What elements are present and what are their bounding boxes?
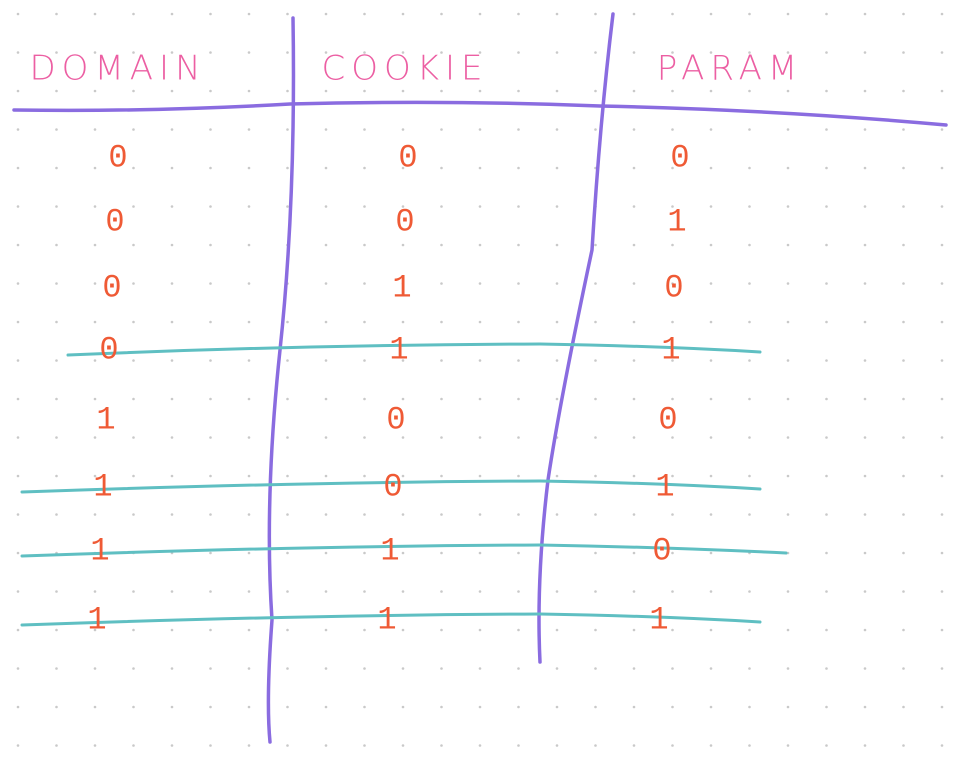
- cell-value: 1: [90, 532, 109, 569]
- strike-line: [20, 543, 788, 558]
- cell-value: 0: [99, 331, 118, 368]
- table-body: DOMAIN COOKIE PARAM 0 0 0 0 0 1 0 1 0 0 1 1 1 0 0 1 0 1 1 1 0 1 1…: [20, 49, 803, 638]
- cell-value: 0: [670, 139, 689, 176]
- cell-value: 1: [667, 203, 686, 240]
- strike-line: [20, 612, 762, 627]
- cell-value: 0: [108, 139, 127, 176]
- cell-value: 0: [105, 203, 124, 240]
- cell-value: 0: [658, 401, 677, 438]
- cell-value: 1: [655, 468, 674, 505]
- cell-value: 1: [661, 331, 680, 368]
- column-header: PARAM: [657, 49, 803, 89]
- column-rule: [537, 12, 615, 664]
- cell-value: 0: [395, 203, 414, 240]
- cell-value: 0: [398, 139, 417, 176]
- cell-value: 1: [87, 601, 106, 638]
- strike-line: [66, 342, 762, 357]
- column-rule: [266, 16, 296, 744]
- cell-value: 0: [664, 269, 683, 306]
- cell-value: 1: [93, 468, 112, 505]
- cell-value: 0: [652, 532, 671, 569]
- cell-value: 1: [380, 532, 399, 569]
- cell-value: 1: [96, 401, 115, 438]
- cell-value: 0: [383, 468, 402, 505]
- cell-value: 1: [389, 331, 408, 368]
- header-rule: [12, 100, 948, 127]
- cell-value: 1: [392, 269, 411, 306]
- cell-value: 0: [386, 401, 405, 438]
- cell-value: 0: [102, 269, 121, 306]
- cell-value: 1: [377, 601, 396, 638]
- table-rules: [12, 12, 948, 744]
- strike-line: [20, 479, 762, 494]
- column-header: DOMAIN: [30, 49, 207, 89]
- cell-value: 1: [649, 601, 668, 638]
- column-header: COOKIE: [321, 49, 488, 89]
